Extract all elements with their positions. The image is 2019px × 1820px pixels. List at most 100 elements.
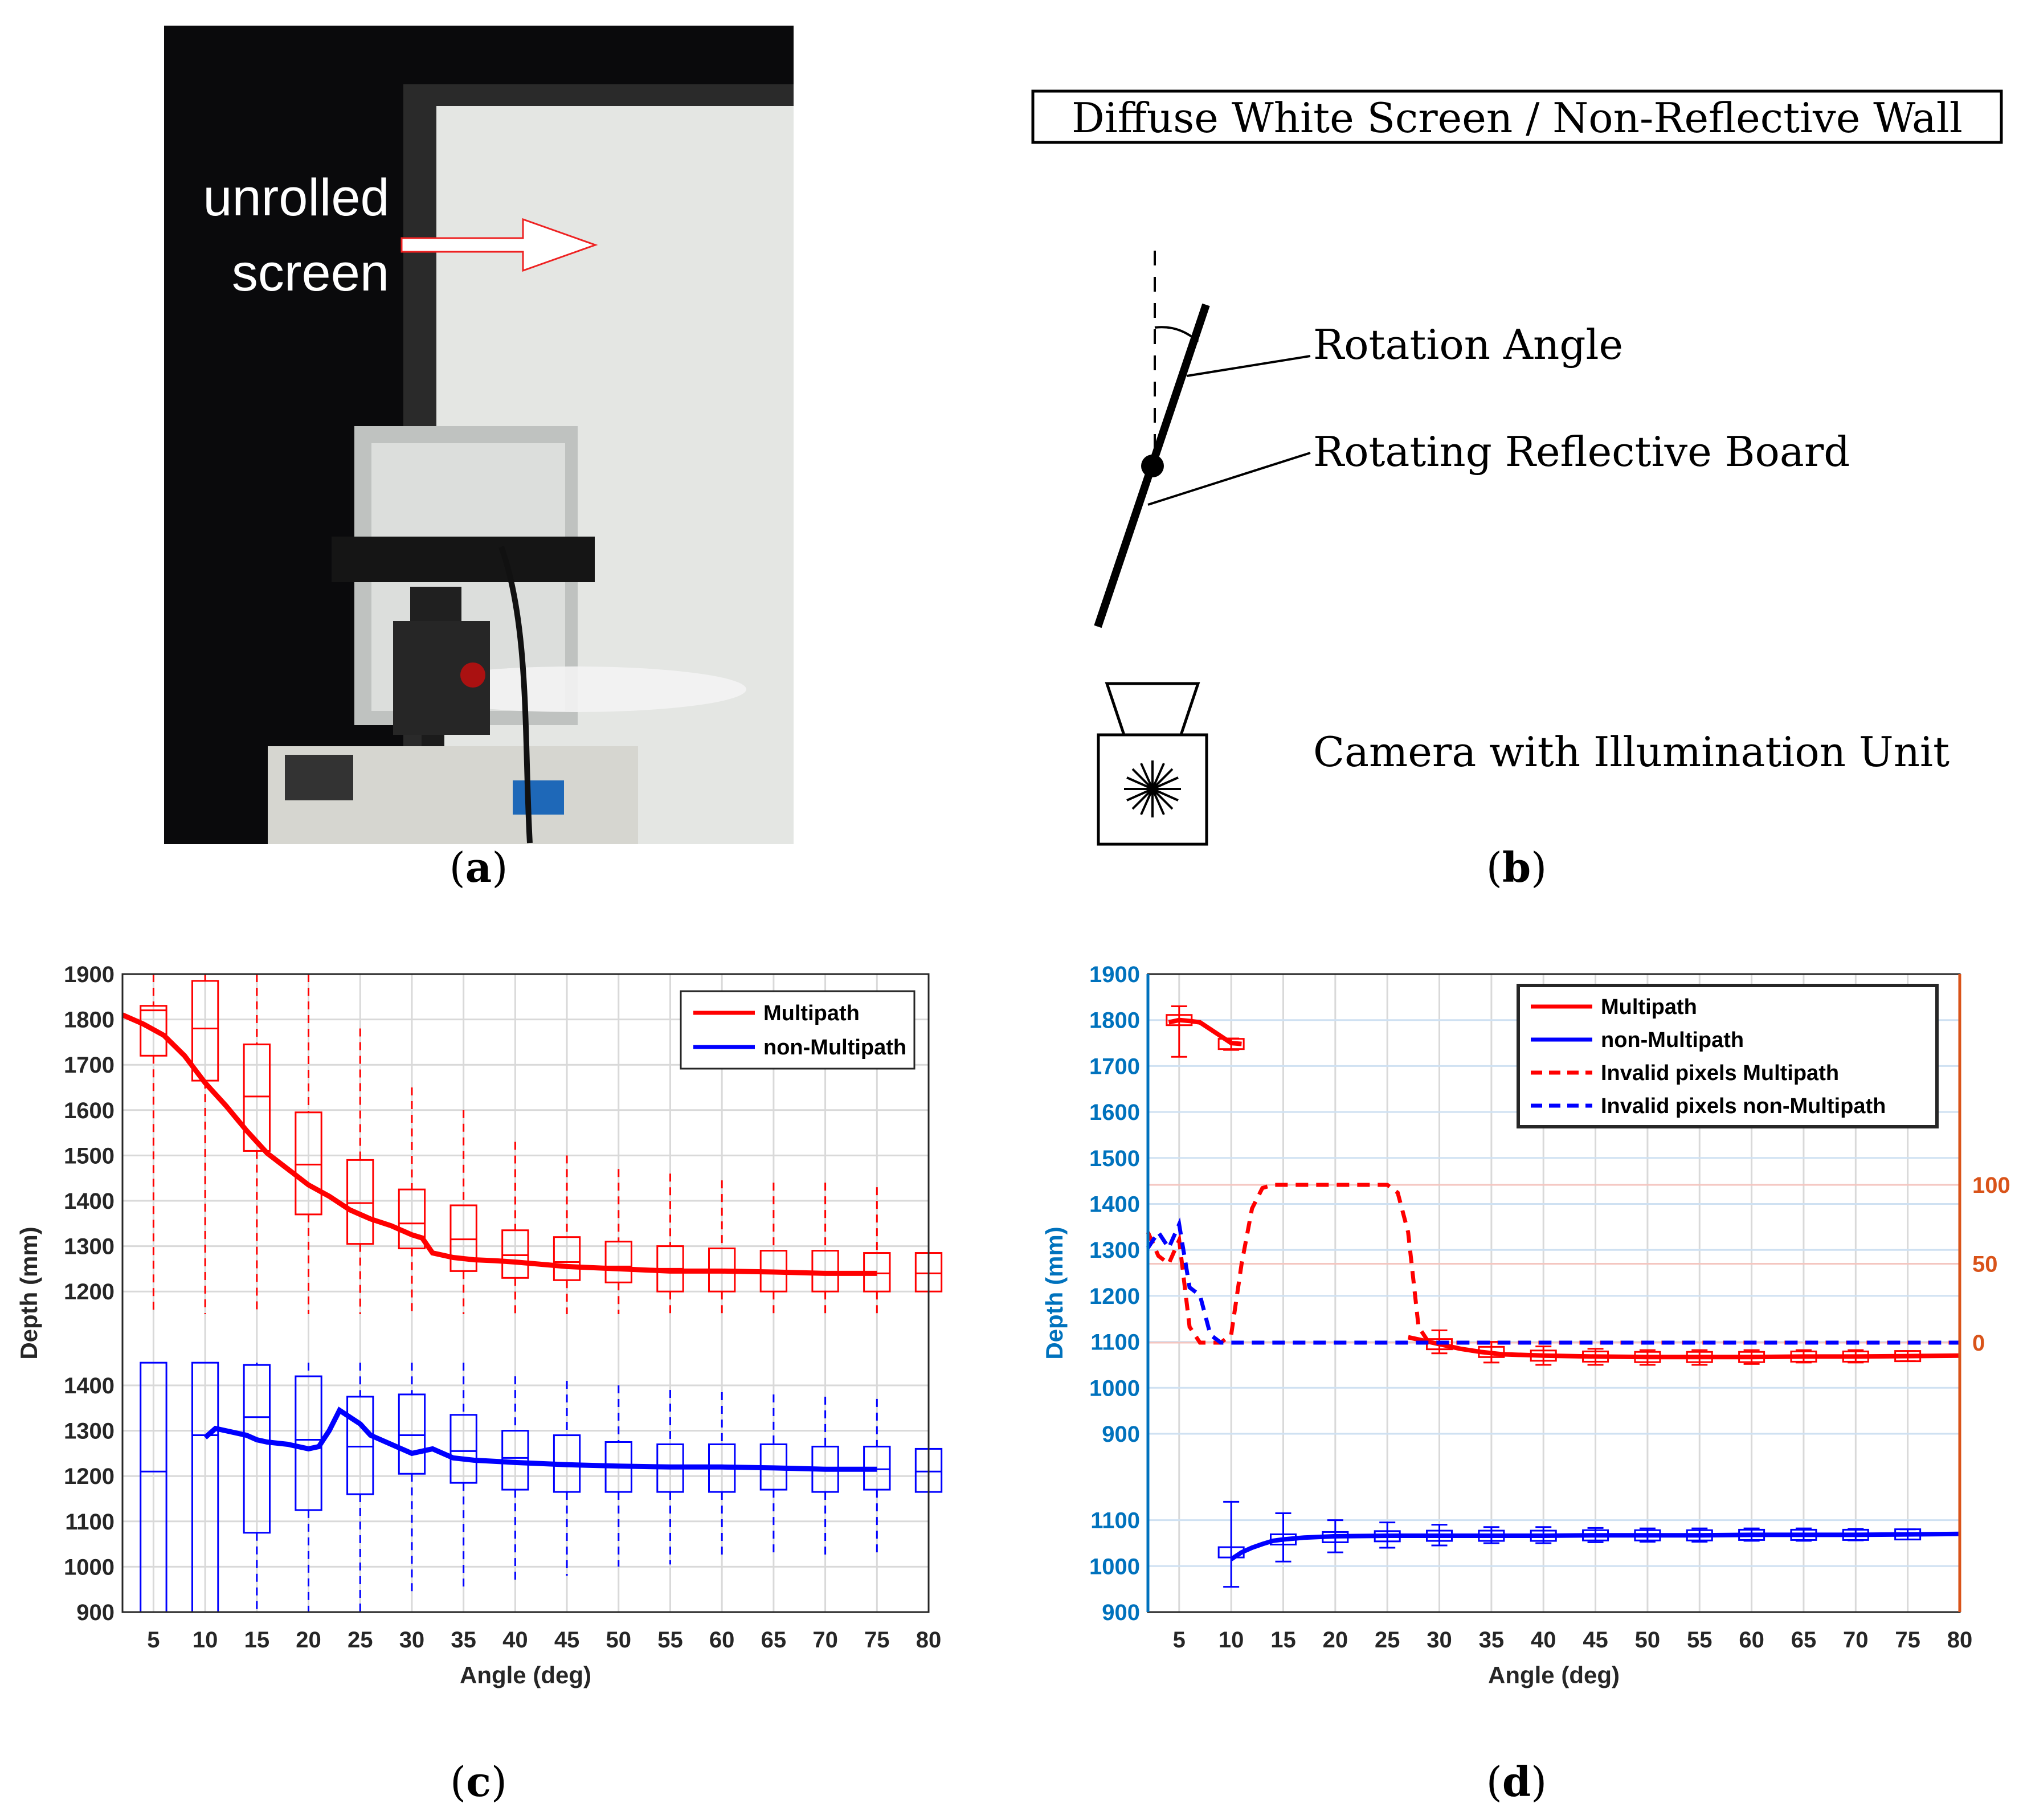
x-tick-label: 45	[554, 1627, 580, 1653]
y-tick-label: 1300	[64, 1419, 115, 1444]
x-tick-label: 30	[399, 1627, 425, 1653]
box	[140, 1005, 167, 1057]
annotation-line1: unrolled	[203, 169, 389, 227]
x-tick-label: 50	[1635, 1627, 1661, 1653]
y-tick-label: 1500	[1089, 1146, 1140, 1171]
error-box	[1530, 1349, 1557, 1362]
pivot-dot	[1141, 455, 1164, 477]
x-tick-label: 15	[1270, 1627, 1296, 1653]
series-line	[1229, 1531, 1960, 1561]
y-tick-label: 1200	[64, 1464, 115, 1489]
y-tick-label: 1100	[1090, 1330, 1140, 1355]
rotation-angle-arc	[1154, 326, 1199, 343]
x-tick-label: 45	[1583, 1627, 1608, 1653]
x-tick-label: 50	[606, 1627, 632, 1653]
wall-label: Diffuse White Screen / Non-Reflective Wa…	[1072, 94, 1963, 142]
error-box	[1686, 1529, 1713, 1541]
y-tick-label: 1000	[1089, 1376, 1140, 1401]
right-tick-label: 50	[1972, 1252, 1998, 1277]
x-axis-label: Angle (deg)	[460, 1662, 591, 1688]
legend-label: Multipath	[1601, 995, 1697, 1019]
blue-module	[513, 780, 564, 815]
error-box	[1790, 1350, 1817, 1363]
board-label: Rotating Reflective Board	[1313, 428, 1850, 476]
legend-label: Invalid pixels Multipath	[1601, 1061, 1839, 1085]
error-box	[1738, 1351, 1765, 1363]
y-axis-label: Depth (mm)	[1041, 1226, 1068, 1359]
x-tick-label: 35	[1479, 1627, 1505, 1653]
legend-label: Multipath	[763, 1001, 860, 1025]
x-tick-label: 5	[1173, 1627, 1186, 1653]
y-tick-label: 900	[76, 1600, 115, 1625]
error-box	[1842, 1528, 1869, 1541]
box	[398, 1188, 426, 1250]
rotation-angle-label: Rotation Angle	[1313, 321, 1623, 369]
legend-box	[680, 990, 916, 1070]
y-tick-label: 1300	[1089, 1238, 1140, 1263]
x-tick-label: 40	[1531, 1627, 1556, 1653]
y-axis-label: Depth (mm)	[15, 1226, 42, 1359]
x-tick-label: 65	[1791, 1627, 1817, 1653]
y-tick-label: 1800	[1089, 1008, 1140, 1033]
caption-c: (c)	[449, 1757, 508, 1806]
x-tick-label: 65	[761, 1627, 787, 1653]
error-box	[1790, 1528, 1817, 1541]
box	[346, 1396, 374, 1495]
x-tick-label: 80	[1947, 1627, 1973, 1653]
error-box	[1426, 1529, 1453, 1542]
y-tick-label: 900	[1102, 1600, 1140, 1625]
caption-b: (b)	[1486, 843, 1547, 891]
error-box	[1270, 1533, 1297, 1545]
illumination-icon	[1124, 760, 1181, 817]
mean-line	[203, 1406, 877, 1472]
camera-body	[332, 537, 595, 582]
error-box	[1530, 1529, 1557, 1542]
y-tick-label: 1200	[1089, 1284, 1140, 1309]
error-box	[1478, 1529, 1505, 1542]
legend-label: non-Multipath	[763, 1036, 906, 1060]
x-tick-label: 20	[1323, 1627, 1348, 1653]
y-tick-label: 1900	[64, 962, 115, 987]
y-tick-label: 1100	[65, 1510, 115, 1535]
x-tick-label: 15	[244, 1627, 270, 1653]
box	[553, 1236, 581, 1281]
x-tick-label: 70	[812, 1627, 838, 1653]
y-tick-label: 1400	[64, 1373, 115, 1398]
y-tick-label: 1100	[1090, 1508, 1140, 1533]
diagram-panel: Diffuse White Screen / Non-Reflective Wa…	[1031, 89, 2003, 846]
error-box	[1894, 1350, 1922, 1363]
x-tick-label: 40	[502, 1627, 528, 1653]
invalid-pixels-line	[1146, 1217, 1960, 1345]
y-tick-label: 1700	[1089, 1054, 1140, 1079]
x-tick-label: 80	[916, 1627, 942, 1653]
x-tick-label: 60	[1739, 1627, 1764, 1653]
y-tick-label: 900	[1102, 1422, 1140, 1447]
photo-panel: unrolled screen	[164, 26, 794, 844]
y-tick-label: 1400	[1089, 1192, 1140, 1217]
rotation-angle-pointer	[1186, 355, 1311, 377]
legend-label: non-Multipath	[1601, 1028, 1744, 1052]
x-tick-label: 25	[348, 1627, 373, 1653]
legend-label: Invalid pixels non-Multipath	[1601, 1094, 1886, 1118]
y-tick-label: 1300	[64, 1234, 115, 1259]
error-box	[1166, 1014, 1193, 1026]
error-box	[1686, 1351, 1713, 1363]
y-tick-label: 1000	[1089, 1554, 1140, 1579]
caption-d: (d)	[1486, 1757, 1547, 1806]
wall-box	[1031, 89, 2003, 144]
x-tick-label: 10	[193, 1627, 218, 1653]
x-tick-label: 70	[1843, 1627, 1869, 1653]
box	[398, 1393, 426, 1475]
box	[604, 1241, 632, 1283]
x-tick-label: 25	[1375, 1627, 1400, 1653]
y-tick-label: 1000	[64, 1555, 115, 1580]
y-tick-label: 1500	[64, 1143, 115, 1168]
error-box	[1582, 1529, 1609, 1541]
cable	[498, 546, 533, 844]
annotation-line2: screen	[232, 244, 389, 302]
x-tick-label: 10	[1219, 1627, 1244, 1653]
box	[243, 1043, 271, 1152]
error-box	[1738, 1528, 1765, 1541]
series-line	[1168, 1017, 1242, 1046]
caption-a: (a)	[449, 843, 508, 891]
